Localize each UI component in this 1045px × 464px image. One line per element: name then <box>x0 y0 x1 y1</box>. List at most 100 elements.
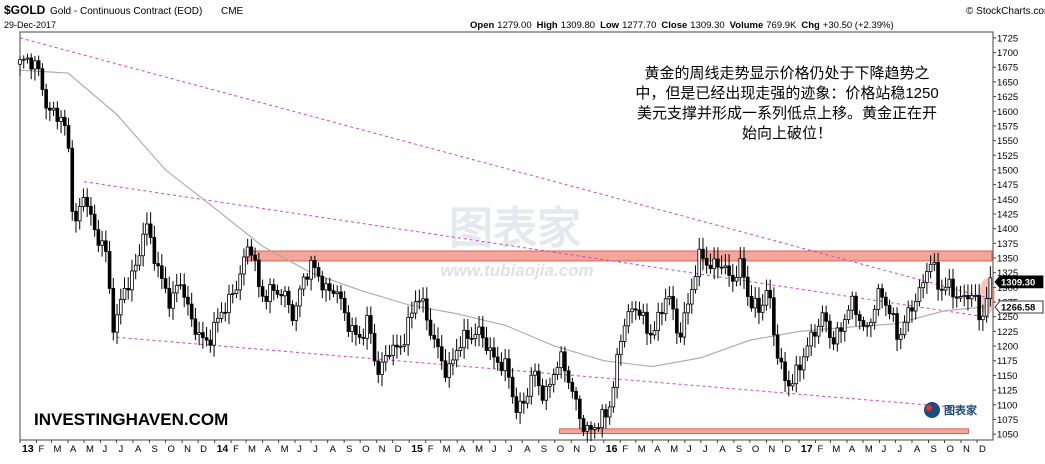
candle <box>380 352 384 387</box>
candle-body-up <box>402 344 407 347</box>
candle <box>559 346 563 379</box>
candle <box>436 327 440 359</box>
candle-body-down <box>372 332 377 362</box>
candle-body-down <box>111 288 116 333</box>
candle <box>753 287 758 318</box>
candle-body-down <box>369 315 373 334</box>
candle-body-down <box>249 246 254 256</box>
candle <box>824 305 828 333</box>
candle-body-down <box>126 288 131 291</box>
candle-body-up <box>652 330 657 336</box>
candle-body-down <box>29 57 33 70</box>
candle-body-up <box>656 311 660 331</box>
candle <box>645 303 649 346</box>
candle-body-up <box>723 265 728 268</box>
y-tick-label: 1375 <box>997 239 1018 250</box>
candle-body-up <box>137 255 142 266</box>
candle-body-down <box>305 276 310 280</box>
candle <box>454 338 459 368</box>
candle <box>275 284 280 299</box>
candle <box>731 263 735 292</box>
candle <box>327 277 332 301</box>
candle-body-up <box>790 383 795 387</box>
x-tick-label: 17 <box>801 443 813 455</box>
candle <box>466 318 470 350</box>
candle <box>678 322 683 343</box>
candle <box>675 298 679 344</box>
candle <box>257 252 261 298</box>
candle <box>652 321 657 340</box>
x-tick-label: F <box>233 444 239 455</box>
candle-body-down <box>253 254 257 261</box>
candle <box>585 421 590 441</box>
candle-body-down <box>798 364 802 371</box>
x-tick-label: J <box>297 444 302 455</box>
candle-body-down <box>313 259 317 268</box>
candle-body-up <box>663 298 668 315</box>
x-tick-label: N <box>963 444 970 455</box>
candle-body-down <box>716 258 720 268</box>
candle-body-up <box>555 367 560 376</box>
candle-body-up <box>219 311 224 319</box>
x-tick-label: A <box>70 444 77 455</box>
candle <box>671 286 675 321</box>
candle <box>242 248 246 286</box>
candle <box>59 110 63 134</box>
candle-body-down <box>772 297 776 336</box>
y-tick-label: 1050 <box>997 430 1018 441</box>
candle <box>954 286 959 308</box>
candle <box>424 287 429 331</box>
candle-body-up <box>641 311 646 316</box>
x-tick-label: M <box>638 444 646 455</box>
candle-body-down <box>480 326 485 339</box>
x-tick-label: A <box>654 444 661 455</box>
candle-body-down <box>208 339 213 346</box>
x-tick-label: A <box>914 444 921 455</box>
candle <box>316 262 321 282</box>
ohlc-value-close: 1309.30 <box>690 20 724 31</box>
candle <box>115 304 119 344</box>
candle-body-up <box>230 293 235 295</box>
candle <box>563 346 567 383</box>
candle <box>637 301 642 320</box>
candle-body-up <box>100 240 104 246</box>
x-tick-label: 15 <box>411 443 423 455</box>
candle <box>230 284 235 304</box>
x-tick-label: F <box>817 444 823 455</box>
candle <box>253 247 257 272</box>
x-tick-label: D <box>784 444 791 455</box>
candle-body-down <box>880 288 884 298</box>
candle <box>842 314 847 342</box>
candle-body-down <box>316 267 321 277</box>
candle <box>174 273 179 303</box>
candle <box>574 387 578 411</box>
candle <box>104 230 108 263</box>
x-tick-label: N <box>184 444 191 455</box>
candle <box>973 284 978 302</box>
chart-date: 29-Dec-2017 <box>4 20 56 30</box>
x-tick-label: O <box>946 444 953 455</box>
candle <box>89 197 93 226</box>
candle <box>913 293 918 320</box>
annotation-line: 美元支撑并形成一系列低点上移。黄金正在开 <box>637 105 937 122</box>
candle <box>197 321 201 346</box>
candle-body-up <box>816 325 821 337</box>
candle <box>167 276 172 317</box>
candle <box>872 305 877 330</box>
candle-body-up <box>335 291 340 294</box>
candle-body-up <box>141 233 145 257</box>
candle-body-down <box>581 418 586 432</box>
candle <box>402 333 407 353</box>
candle-body-down <box>749 296 754 309</box>
annotation-line: 中，但是已经出现走强的迹象：价格站稳1250 <box>635 85 938 102</box>
candle-body-up <box>958 296 963 299</box>
candle <box>201 321 205 349</box>
candle <box>160 254 164 290</box>
candle <box>536 363 541 396</box>
y-tick-label: 1675 <box>997 63 1018 74</box>
candle <box>227 284 231 325</box>
candle <box>760 294 765 321</box>
candle-body-up <box>525 395 530 404</box>
resistance-band <box>245 250 993 262</box>
